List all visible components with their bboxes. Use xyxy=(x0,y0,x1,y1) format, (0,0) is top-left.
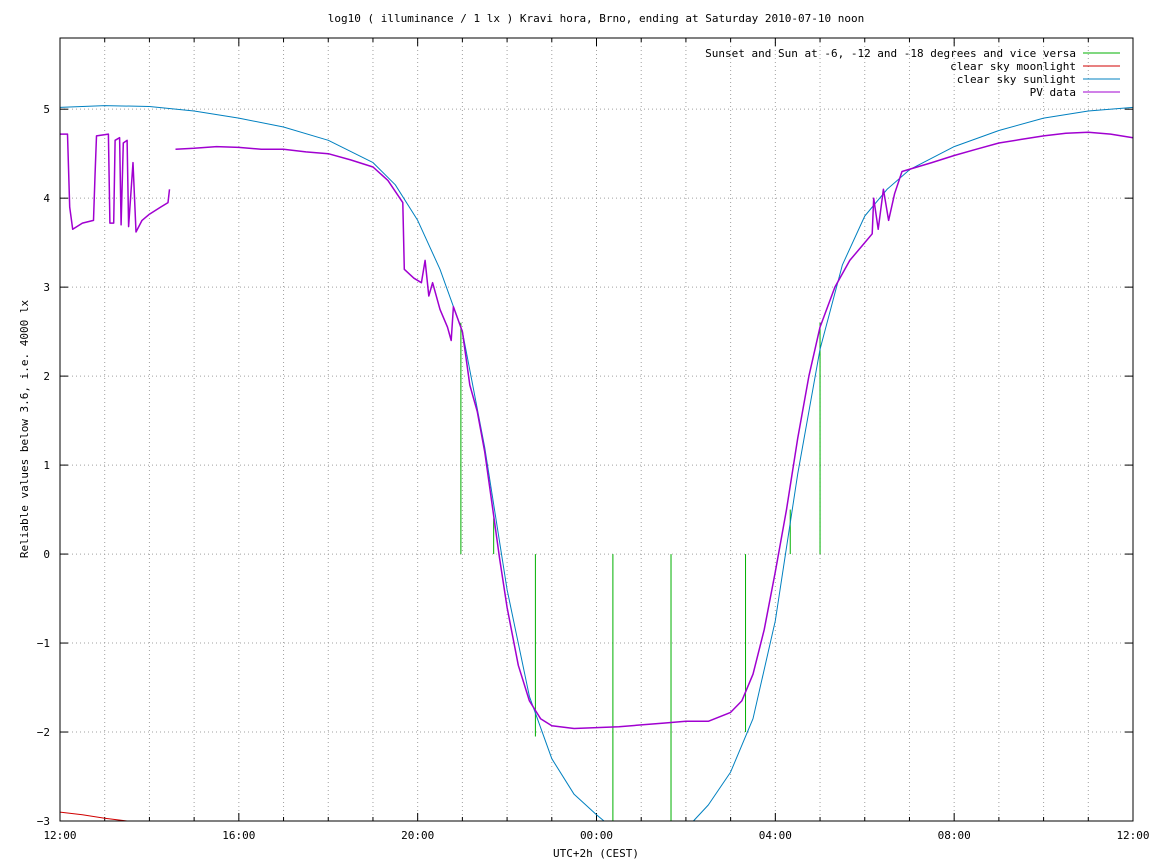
y-tick-label: −2 xyxy=(37,726,50,739)
series-layer xyxy=(59,105,1134,822)
x-tick-label: 12:00 xyxy=(43,829,76,842)
legend-label: Sunset and Sun at -6, -12 and -18 degree… xyxy=(705,47,1076,60)
y-tick-label: 5 xyxy=(43,103,50,116)
series-line-1 xyxy=(59,811,128,822)
y-tick-label: 3 xyxy=(43,281,50,294)
y-tick-label: 0 xyxy=(43,548,50,561)
x-tick-label: 08:00 xyxy=(938,829,971,842)
x-tick-label: 04:00 xyxy=(759,829,792,842)
legend-label: clear sky moonlight xyxy=(950,60,1076,73)
legend-label: PV data xyxy=(1030,86,1076,99)
x-axis: 12:00 16:00 20:00 00:00 04:00 08:00 12:00 xyxy=(43,38,1150,842)
x-tick-label: 20:00 xyxy=(401,829,434,842)
y-tick-label: 1 xyxy=(43,459,50,472)
y-tick-label: 2 xyxy=(43,370,50,383)
series-line-3 xyxy=(175,131,1134,730)
grid xyxy=(60,38,1133,821)
x-tick-label: 16:00 xyxy=(222,829,255,842)
x-axis-label: UTC+2h (CEST) xyxy=(553,847,639,860)
legend-label: clear sky sunlight xyxy=(957,73,1076,86)
x-tick-label: 00:00 xyxy=(580,829,613,842)
chart-title: log10 ( illuminance / 1 lx ) Kravi hora,… xyxy=(328,12,864,25)
legend: Sunset and Sun at -6, -12 and -18 degree… xyxy=(705,47,1120,99)
series-line-2 xyxy=(59,105,1134,822)
series-line-3 xyxy=(60,133,171,233)
y-axis-label: Reliable values below 3.6, i.e. 4000 lx xyxy=(18,299,31,558)
plot-frame xyxy=(59,37,1134,822)
x-tick-label: 12:00 xyxy=(1116,829,1149,842)
y-tick-label: 4 xyxy=(43,192,50,205)
y-tick-label: −3 xyxy=(37,815,50,828)
y-tick-label: −1 xyxy=(37,637,50,650)
